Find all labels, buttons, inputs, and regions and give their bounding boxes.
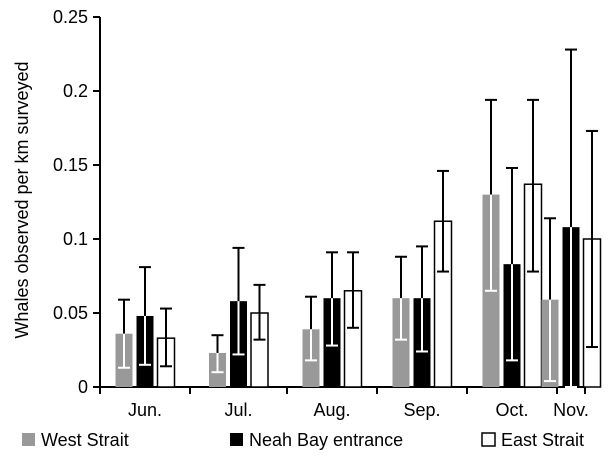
legend-label: West Strait [41,430,129,450]
x-tick-label: Aug. [313,400,350,420]
legend-swatch [230,433,243,446]
x-tick-label: Oct. [495,400,528,420]
legend: West Strait Neah Bay entrance East Strait [22,430,584,450]
y-tick-label: 0.15 [53,155,88,175]
axes: 0 0.05 0.1 0.15 0.2 0.25 Jun. Jul. Aug. Sep. Oct. N… [53,7,589,420]
y-axis-label: Whales observed per km surveyed [12,61,32,338]
y-tick-label: 0.2 [63,81,88,101]
y-tick-label: 0.05 [53,303,88,323]
bar [392,298,410,387]
x-tick-label: Sep. [403,400,440,420]
legend-swatch [481,432,496,447]
x-tick-label: Nov. [553,400,589,420]
y-tick-label: 0.1 [63,229,88,249]
legend-label: East Strait [501,430,584,450]
legend-label: Neah Bay entrance [249,430,403,450]
bars [115,48,602,388]
x-tick-label: Jun. [128,400,162,420]
y-tick-label: 0.25 [53,7,88,27]
x-tick-label: Jul. [224,400,252,420]
y-tick-label: 0 [78,377,88,397]
legend-swatch [22,433,35,446]
